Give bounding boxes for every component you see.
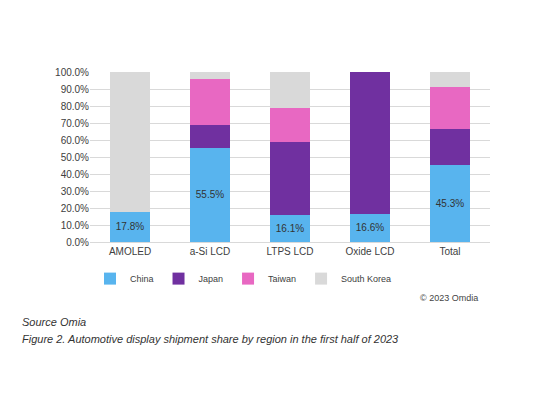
svg-text:70.0%: 70.0% <box>61 118 89 129</box>
svg-text:17.8%: 17.8% <box>116 221 144 232</box>
svg-text:Total: Total <box>439 246 460 257</box>
svg-text:90.0%: 90.0% <box>61 84 89 95</box>
svg-text:China: China <box>130 274 154 284</box>
svg-text:0.0%: 0.0% <box>66 237 89 248</box>
svg-text:40.0%: 40.0% <box>61 169 89 180</box>
svg-text:South Korea: South Korea <box>341 274 391 284</box>
svg-text:Source Omia: Source Omia <box>22 316 86 328</box>
svg-text:30.0%: 30.0% <box>61 186 89 197</box>
svg-text:10.0%: 10.0% <box>61 220 89 231</box>
svg-text:© 2023 Omdia: © 2023 Omdia <box>420 293 478 303</box>
svg-text:55.5%: 55.5% <box>196 189 224 200</box>
svg-text:Figure 2. Automotive display s: Figure 2. Automotive display shipment sh… <box>22 333 399 345</box>
svg-text:LTPS LCD: LTPS LCD <box>266 246 313 257</box>
svg-text:AMOLED: AMOLED <box>109 246 151 257</box>
svg-text:Japan: Japan <box>199 274 224 284</box>
svg-text:100.0%: 100.0% <box>55 67 89 78</box>
svg-text:Taiwan: Taiwan <box>268 274 296 284</box>
svg-text:16.6%: 16.6% <box>356 222 384 233</box>
svg-text:16.1%: 16.1% <box>276 223 304 234</box>
svg-text:45.3%: 45.3% <box>436 198 464 209</box>
svg-text:50.0%: 50.0% <box>61 152 89 163</box>
svg-text:20.0%: 20.0% <box>61 203 89 214</box>
svg-text:80.0%: 80.0% <box>61 101 89 112</box>
svg-text:a-Si LCD: a-Si LCD <box>190 246 231 257</box>
svg-text:60.0%: 60.0% <box>61 135 89 146</box>
svg-text:Oxide LCD: Oxide LCD <box>346 246 395 257</box>
